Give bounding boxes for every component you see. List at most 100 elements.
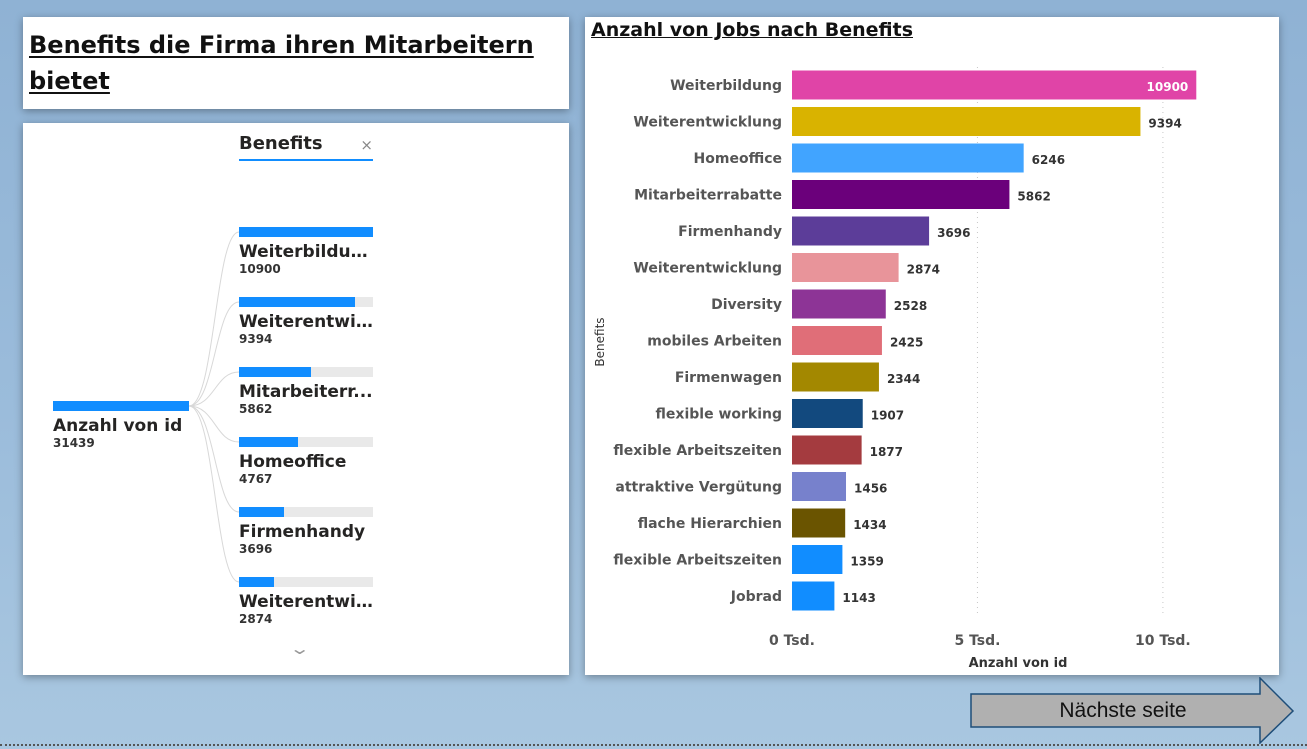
x-tick-label: 10 Tsd. <box>1135 633 1191 649</box>
tree-child-node[interactable]: Weiterentwi... 2874 <box>239 577 373 626</box>
bar <box>792 326 882 355</box>
decomposition-tree-panel: Benefits × Anzahl von id 31439 Weiterbil… <box>23 123 569 675</box>
bar <box>792 216 930 246</box>
data-label: 5862 <box>1017 190 1050 204</box>
y-tick-label: Jobrad <box>730 589 782 605</box>
tree-child-label: Weiterentwi... <box>239 592 373 612</box>
next-page-label: Nächste seite <box>1059 699 1187 722</box>
y-tick-label: flexible Arbeitszeiten <box>613 553 782 569</box>
y-tick-label: Firmenhandy <box>678 224 782 240</box>
y-tick-label: attraktive Vergütung <box>615 480 782 496</box>
data-label: 1359 <box>850 555 883 569</box>
y-tick-label: flexible Arbeitszeiten <box>613 443 782 459</box>
page-title: Benefits die Firma ihren Mitarbeitern bi… <box>29 31 534 95</box>
bar <box>792 581 835 611</box>
tree-child-value: 5862 <box>239 402 273 416</box>
tree-child-bar-track <box>239 507 373 517</box>
data-label: 1456 <box>854 482 887 496</box>
data-label: 2425 <box>890 336 923 350</box>
tree-child-bar-fill <box>239 437 298 447</box>
chevron-down-icon[interactable]: ⌄ <box>288 639 311 658</box>
close-icon[interactable]: × <box>360 136 373 154</box>
tree-child-bar-track <box>239 297 373 307</box>
x-tick-label: 0 Tsd. <box>769 633 815 649</box>
tree-child-label: Homeoffice <box>239 452 347 472</box>
data-label: 6246 <box>1032 153 1065 167</box>
tree-connector <box>188 405 240 443</box>
data-label: 2874 <box>907 263 940 277</box>
tree-connector <box>188 405 240 583</box>
tree-child-node[interactable]: Weiterbildung 10900 <box>239 227 373 276</box>
data-label: 1877 <box>870 445 903 459</box>
tree-child-value: 10900 <box>239 262 281 276</box>
data-label: 2528 <box>894 299 927 313</box>
root-value: 31439 <box>53 436 95 450</box>
next-page-button[interactable]: Nächste seite <box>970 676 1295 745</box>
tree-connector <box>188 371 240 407</box>
bar <box>792 107 1141 136</box>
tree-child-label: Firmenhandy <box>239 522 366 542</box>
y-tick-label: flexible working <box>656 407 782 423</box>
bar <box>792 70 1197 100</box>
tree-connector-lines <box>188 231 240 583</box>
chart-title: Anzahl von Jobs nach Benefits <box>591 19 913 41</box>
bar <box>792 435 862 465</box>
y-tick-label: Weiterentwicklung <box>633 261 782 277</box>
y-tick-label: Firmenwagen <box>675 370 782 386</box>
bar <box>792 180 1010 209</box>
y-axis-title: Benefits <box>593 317 607 366</box>
tree-child-value: 9394 <box>239 332 273 346</box>
tree-child-bar-track <box>239 577 373 587</box>
tree-child-bar-track <box>239 227 373 237</box>
bar <box>792 253 899 282</box>
y-tick-label: Weiterbildung <box>670 78 782 94</box>
y-tick-label: flache Hierarchien <box>638 516 782 532</box>
tree-child-node[interactable]: Mitarbeiterr... 5862 <box>239 367 373 416</box>
tree-child-bar-track <box>239 437 373 447</box>
bar <box>792 472 847 501</box>
bar <box>792 545 843 574</box>
tree-child-bar-fill <box>239 227 373 237</box>
tree-connector <box>188 301 240 407</box>
tree-child-label: Weiterentwi... <box>239 312 373 332</box>
tree-connector <box>188 405 240 513</box>
root-label: Anzahl von id <box>53 416 183 436</box>
y-tick-label: Mitarbeiterrabatte <box>634 188 782 204</box>
bar <box>792 508 846 538</box>
x-axis-title: Anzahl von id <box>969 656 1068 671</box>
tree-child-value: 3696 <box>239 542 273 556</box>
root-bar-track <box>53 401 189 411</box>
bar-chart: Weiterbildung 10900 Weiterentwicklung 9394 H… <box>593 67 1197 671</box>
root-bar-fill <box>53 401 189 411</box>
tree-child-bar-track <box>239 367 373 377</box>
tree-child-label: Weiterbildung <box>239 242 373 262</box>
tree-child-bar-fill <box>239 367 312 377</box>
title-panel: Benefits die Firma ihren Mitarbeitern bi… <box>23 17 569 109</box>
tree-child-label: Mitarbeiterr... <box>239 382 373 402</box>
tree-child-value: 4767 <box>239 472 273 486</box>
bottom-divider <box>0 744 1307 746</box>
tree-child-node[interactable]: Homeoffice 4767 <box>239 437 373 486</box>
data-label: 10900 <box>1147 80 1189 94</box>
bar <box>792 399 863 428</box>
data-label: 2344 <box>887 372 920 386</box>
tree-header-overlay <box>543 127 563 185</box>
tree-child-node[interactable]: Weiterentwi... 9394 <box>239 297 373 346</box>
bar <box>792 289 886 319</box>
bar-chart-panel: Anzahl von Jobs nach Benefits Weiterbild… <box>585 17 1279 675</box>
tree-column-header: Benefits × <box>239 133 373 161</box>
y-tick-label: Diversity <box>711 297 782 313</box>
bar <box>792 143 1024 173</box>
data-label: 1434 <box>853 518 886 532</box>
y-tick-label: mobiles Arbeiten <box>647 334 782 350</box>
tree-child-value: 2874 <box>239 612 273 626</box>
data-label: 1907 <box>871 409 904 423</box>
tree-child-bar-fill <box>239 577 275 587</box>
tree-root-node[interactable]: Anzahl von id 31439 <box>53 401 189 450</box>
tree-child-node[interactable]: Firmenhandy 3696 <box>239 507 373 556</box>
data-label: 3696 <box>937 226 970 240</box>
y-tick-label: Homeoffice <box>694 151 782 167</box>
y-tick-label: Weiterentwicklung <box>633 115 782 131</box>
x-tick-label: 5 Tsd. <box>954 633 1000 649</box>
tree-child-bar-fill <box>239 297 355 307</box>
